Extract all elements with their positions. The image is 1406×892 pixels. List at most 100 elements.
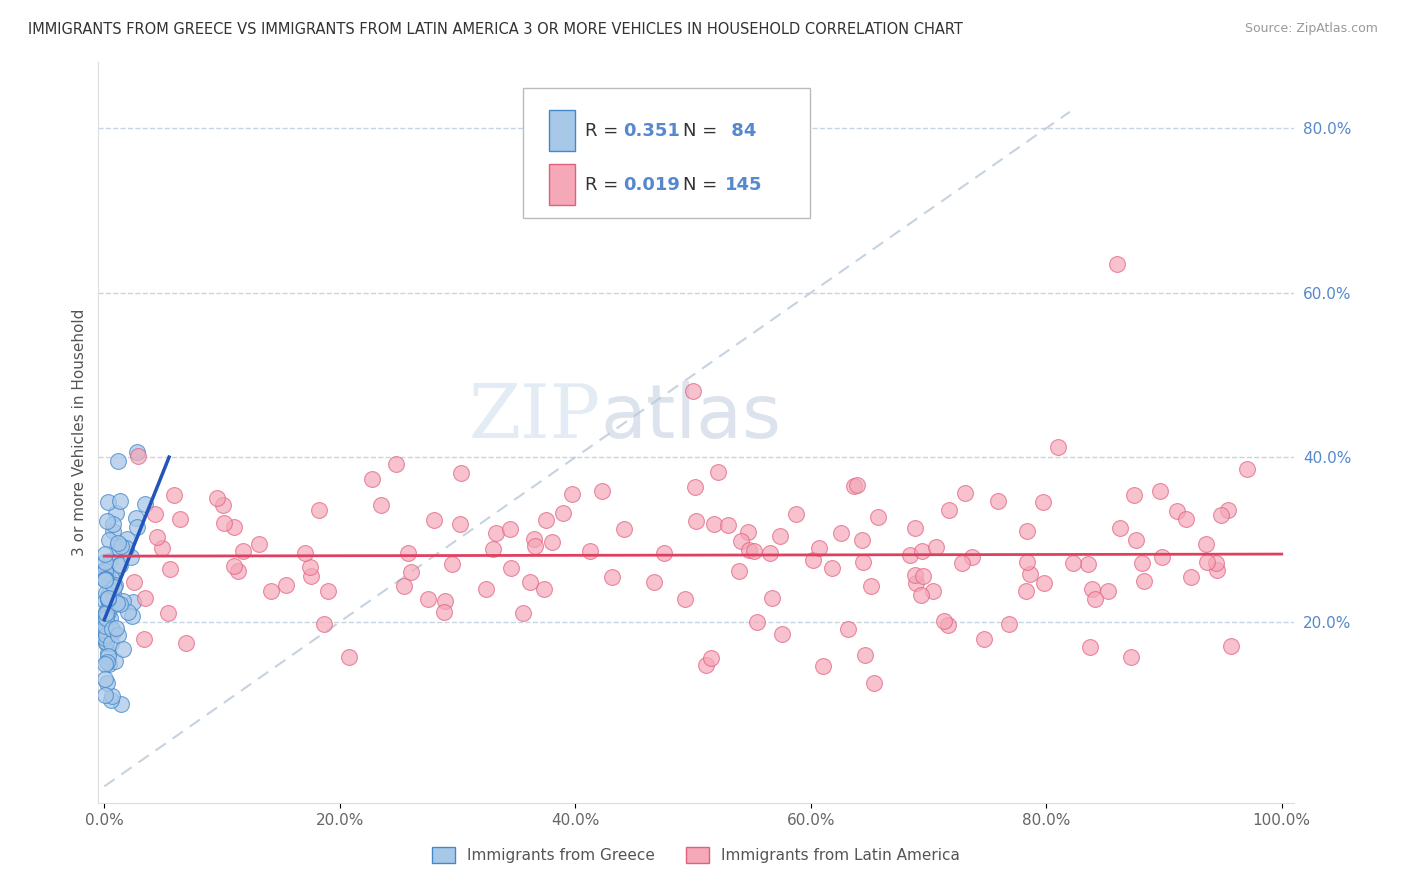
- Point: [998, 617, 1021, 632]
- Point: [1206, 563, 1229, 577]
- Point: [97, 649, 120, 664]
- Point: [396, 546, 419, 560]
- Point: [294, 546, 316, 560]
- Point: [299, 569, 322, 583]
- Point: [97, 533, 120, 547]
- Point: [433, 605, 456, 619]
- FancyBboxPatch shape: [523, 88, 810, 218]
- Point: [214, 516, 236, 530]
- Point: [1205, 557, 1227, 571]
- Point: [107, 628, 129, 642]
- Point: [523, 532, 546, 546]
- Point: [94, 573, 117, 587]
- Point: [1130, 556, 1153, 570]
- Point: [1015, 583, 1038, 598]
- Point: [953, 486, 976, 500]
- Point: [103, 580, 125, 594]
- Point: [1195, 537, 1218, 551]
- Text: 0.351: 0.351: [623, 121, 681, 140]
- Point: [145, 530, 167, 544]
- Point: [107, 558, 129, 573]
- Point: [770, 627, 793, 641]
- Point: [316, 584, 339, 599]
- Point: [94, 673, 117, 687]
- Point: [837, 622, 859, 636]
- Point: [482, 542, 505, 557]
- Point: [643, 574, 665, 589]
- Point: [134, 497, 156, 511]
- Point: [232, 543, 254, 558]
- Bar: [548, 110, 575, 151]
- Text: Source: ZipAtlas.com: Source: ZipAtlas.com: [1244, 22, 1378, 36]
- Point: [112, 641, 135, 656]
- Point: [785, 508, 807, 522]
- Point: [308, 503, 330, 517]
- Point: [910, 588, 932, 602]
- Point: [134, 632, 156, 647]
- Point: [107, 536, 129, 550]
- Point: [98, 620, 121, 634]
- Point: [150, 541, 173, 556]
- Point: [866, 509, 889, 524]
- Point: [96, 572, 118, 586]
- Point: [811, 658, 834, 673]
- Point: [115, 532, 138, 546]
- Point: [938, 502, 960, 516]
- Point: [103, 516, 125, 531]
- Point: [117, 606, 139, 620]
- Point: [122, 575, 145, 590]
- Point: [707, 465, 730, 479]
- Point: [98, 553, 121, 567]
- Point: [863, 675, 886, 690]
- Point: [579, 544, 602, 558]
- Point: [226, 564, 249, 578]
- Point: [600, 570, 623, 584]
- Point: [337, 650, 360, 665]
- Point: [120, 550, 142, 565]
- Point: [987, 493, 1010, 508]
- Point: [1216, 503, 1239, 517]
- Point: [851, 533, 873, 548]
- Point: [105, 596, 128, 610]
- Point: [100, 570, 122, 584]
- Point: [512, 606, 534, 620]
- Point: [94, 628, 117, 642]
- Point: [903, 568, 925, 582]
- Point: [98, 611, 121, 625]
- Point: [911, 544, 934, 558]
- Point: [94, 631, 117, 645]
- Point: [1125, 533, 1147, 548]
- Point: [94, 613, 117, 627]
- Y-axis label: 3 or more Vehicles in Household: 3 or more Vehicles in Household: [72, 309, 87, 557]
- Text: 84: 84: [724, 121, 756, 140]
- Point: [94, 623, 117, 637]
- Bar: [548, 164, 575, 204]
- Point: [821, 561, 844, 575]
- Point: [392, 579, 415, 593]
- Point: [440, 557, 463, 571]
- Point: [370, 499, 392, 513]
- Point: [127, 445, 149, 459]
- Point: [1032, 575, 1054, 590]
- Point: [260, 584, 283, 599]
- Point: [94, 626, 117, 640]
- Point: [673, 592, 696, 607]
- Point: [96, 611, 118, 625]
- Point: [683, 480, 706, 494]
- Point: [101, 524, 124, 538]
- Point: [1015, 524, 1038, 539]
- Point: [222, 520, 245, 534]
- Point: [851, 555, 873, 569]
- Point: [703, 517, 725, 532]
- Point: [904, 575, 927, 590]
- Point: [104, 654, 127, 668]
- Point: [100, 599, 122, 614]
- Point: [105, 540, 128, 554]
- Point: [450, 466, 472, 480]
- Point: [475, 582, 498, 597]
- Point: [519, 574, 541, 589]
- Point: [1019, 567, 1042, 582]
- Point: [717, 518, 740, 533]
- Point: [143, 508, 166, 522]
- Point: [904, 521, 927, 535]
